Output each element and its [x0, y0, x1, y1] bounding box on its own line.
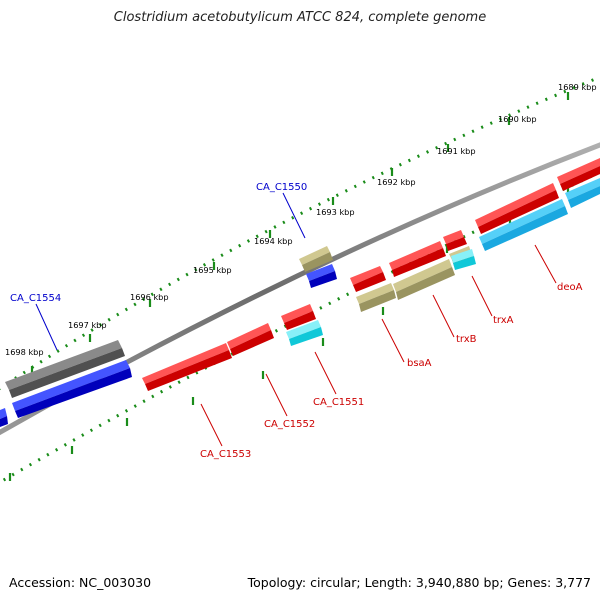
gene-label-trxA: trxA — [493, 315, 514, 326]
gene-label-CA_C1550: CA_C1550 — [256, 182, 307, 193]
gene-label-bsaA: bsaA — [407, 358, 432, 369]
gene-CA_C1551-red[interactable] — [281, 304, 316, 330]
gene-CA_C1554-blue[interactable] — [12, 360, 132, 418]
gene-label-CA_C1554: CA_C1554 — [10, 293, 61, 304]
gene-label-CA_C1551: CA_C1551 — [313, 397, 364, 408]
gene-CA_C1550-khaki[interactable] — [299, 246, 333, 272]
ruler-label: 1698 kbp — [5, 347, 44, 357]
gene-red-upper-3[interactable] — [443, 230, 467, 251]
ruler-label: 1694 kbp — [254, 236, 293, 246]
ruler-label: 1689 kbp — [558, 82, 597, 92]
gene-label-deoA: deoA — [557, 282, 583, 293]
label-leaders — [35, 192, 557, 447]
gene-CA_C1552-red[interactable] — [227, 323, 274, 356]
gene-label-CA_C1552: CA_C1552 — [264, 419, 315, 430]
gene-red-upper-1[interactable] — [350, 266, 386, 292]
ruler-label: 1696 kbp — [130, 292, 169, 302]
gene-CA_C1554-gray[interactable] — [5, 340, 125, 398]
gene-red-upper-5[interactable] — [557, 158, 600, 191]
gene-trxA-cyan[interactable] — [451, 249, 476, 270]
gene-red-upper-2[interactable] — [389, 241, 446, 277]
gene-deoA-lightblue[interactable] — [479, 199, 568, 251]
gene-deoA-red[interactable] — [475, 183, 559, 234]
ruler-label: 1690 kbp — [498, 114, 537, 124]
gene-CA_C1550-blue[interactable] — [306, 264, 337, 288]
gene-bsaA-khaki[interactable] — [356, 283, 396, 312]
ruler-label: 1695 kbp — [193, 265, 232, 275]
ruler-label: 1697 kbp — [68, 320, 107, 330]
accession-text: Accession: NC_003030 — [9, 575, 152, 590]
gene-lightblue-edge[interactable] — [565, 178, 600, 208]
gene-label-trxB: trxB — [456, 334, 477, 345]
ruler-labels: 1689 kbp 1690 kbp 1691 kbp 1692 kbp 1693… — [5, 82, 597, 357]
ruler-label: 1692 kbp — [377, 177, 416, 187]
ruler-label: 1693 kbp — [316, 207, 355, 217]
gene-CA_C1551-cyan[interactable] — [286, 320, 323, 346]
gene-label-CA_C1553: CA_C1553 — [200, 449, 251, 460]
gene-CA_C1553-red[interactable] — [142, 343, 232, 391]
gene-blue-left-edge[interactable] — [0, 408, 8, 427]
map-title: Clostridium acetobutylicum ATCC 824, com… — [113, 10, 487, 25]
ruler-label: 1691 kbp — [437, 146, 476, 156]
genome-summary-text: Topology: circular; Length: 3,940,880 bp… — [247, 575, 591, 590]
gene-trxB-khaki[interactable] — [393, 259, 455, 300]
